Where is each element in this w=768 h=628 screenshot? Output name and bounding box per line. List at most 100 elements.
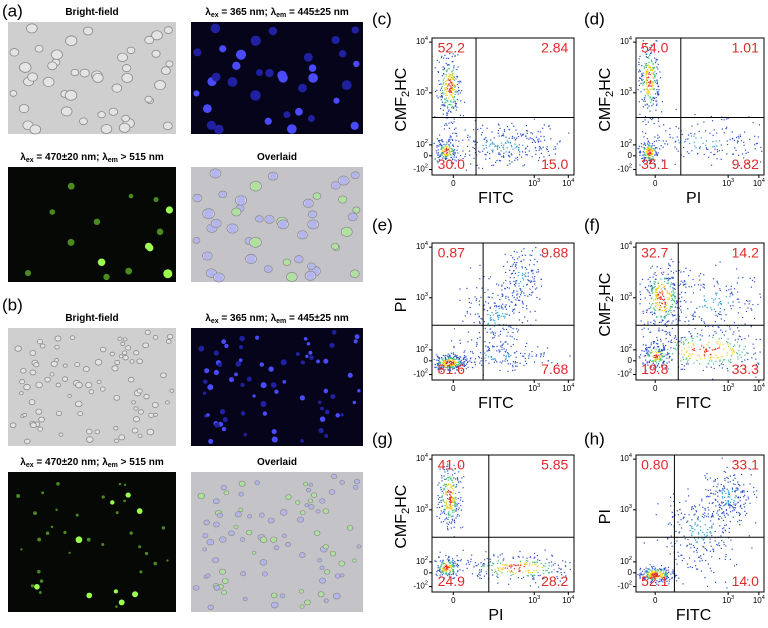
event-dot bbox=[468, 298, 470, 300]
event-dot bbox=[451, 511, 454, 513]
event-dot bbox=[503, 265, 505, 268]
event-dot bbox=[733, 331, 735, 333]
event-dot bbox=[749, 277, 751, 279]
event-dot bbox=[655, 352, 657, 354]
event-dot bbox=[442, 113, 444, 115]
event-dot bbox=[493, 305, 496, 307]
event-dot bbox=[557, 564, 559, 566]
event-dot bbox=[651, 72, 653, 74]
cell-tint bbox=[308, 499, 313, 503]
event-dot bbox=[444, 358, 447, 360]
event-dot bbox=[751, 357, 753, 359]
event-dot bbox=[441, 512, 443, 514]
event-dot bbox=[747, 307, 749, 309]
cell-tint bbox=[214, 522, 219, 527]
event-dot bbox=[493, 337, 495, 339]
event-dot bbox=[759, 293, 761, 295]
x-tick-label: 103 bbox=[528, 383, 540, 393]
event-dot bbox=[711, 535, 713, 537]
event-dot bbox=[505, 295, 507, 297]
event-dot bbox=[450, 91, 452, 93]
cell bbox=[133, 406, 139, 411]
event-dot bbox=[646, 148, 648, 151]
y-tick-label: 103 bbox=[416, 504, 428, 514]
event-dot bbox=[449, 151, 451, 153]
event-dot bbox=[452, 364, 455, 366]
event-dot bbox=[498, 307, 500, 310]
event-dot bbox=[650, 349, 653, 351]
event-dot bbox=[647, 290, 649, 292]
event-dot bbox=[660, 579, 662, 581]
event-dot bbox=[704, 325, 707, 328]
event-dot bbox=[703, 153, 705, 156]
event-dot bbox=[503, 324, 505, 326]
event-dot bbox=[672, 515, 674, 518]
event-dot bbox=[713, 480, 715, 482]
panel-label: (a) bbox=[2, 1, 23, 20]
cell-tint bbox=[342, 227, 352, 237]
event-dot bbox=[646, 73, 648, 75]
event-dot bbox=[674, 336, 677, 338]
event-dot bbox=[725, 285, 727, 287]
event-dot bbox=[678, 577, 680, 579]
event-dot bbox=[493, 143, 495, 145]
event-dot bbox=[503, 156, 505, 158]
event-dot bbox=[714, 581, 717, 583]
event-dot bbox=[552, 564, 554, 566]
event-dot bbox=[450, 483, 452, 486]
event-dot bbox=[480, 317, 482, 320]
event-dot bbox=[437, 152, 440, 154]
event-dot bbox=[655, 570, 657, 572]
event-dot bbox=[451, 479, 453, 481]
event-dot bbox=[437, 156, 439, 159]
event-dot bbox=[452, 145, 455, 147]
event-dot bbox=[719, 300, 721, 303]
event-dot bbox=[513, 125, 515, 127]
cell bbox=[108, 107, 119, 116]
text-part: 10 bbox=[416, 345, 425, 354]
event-dot bbox=[656, 339, 659, 341]
event-dot bbox=[697, 537, 700, 539]
event-dot bbox=[548, 125, 550, 127]
event-dot bbox=[683, 342, 685, 344]
event-dot bbox=[466, 312, 468, 314]
event-dot bbox=[683, 557, 685, 560]
event-dot bbox=[460, 481, 462, 483]
event-dot bbox=[651, 286, 653, 288]
event-dot bbox=[678, 284, 680, 287]
event-dot bbox=[728, 345, 730, 347]
event-dot bbox=[512, 148, 514, 150]
event-dot bbox=[649, 117, 651, 119]
event-dot bbox=[446, 364, 448, 366]
event-dot bbox=[456, 106, 458, 108]
event-dot bbox=[716, 280, 718, 282]
event-dot bbox=[656, 296, 658, 298]
event-dot bbox=[509, 325, 512, 327]
event-dot bbox=[642, 106, 645, 108]
event-dot bbox=[647, 149, 650, 151]
event-dot bbox=[531, 270, 533, 272]
event-dot bbox=[510, 571, 512, 573]
event-dot bbox=[730, 291, 733, 293]
event-dot bbox=[718, 558, 721, 560]
event-dot bbox=[654, 572, 656, 574]
event-dot bbox=[744, 354, 746, 356]
cell-tint bbox=[222, 578, 228, 584]
event-dot bbox=[452, 504, 454, 507]
event-dot bbox=[520, 281, 522, 283]
event-dot bbox=[753, 277, 756, 279]
event-dot bbox=[644, 144, 647, 146]
event-dot bbox=[664, 277, 666, 279]
event-dot bbox=[683, 283, 686, 286]
event-dot bbox=[639, 291, 641, 293]
event-dot bbox=[657, 346, 659, 348]
event-dot bbox=[519, 352, 522, 354]
event-dot bbox=[664, 366, 666, 369]
event-dot bbox=[455, 91, 457, 93]
event-dot bbox=[452, 53, 454, 55]
event-dot bbox=[729, 139, 731, 141]
event-dot bbox=[728, 503, 730, 505]
event-dot bbox=[733, 503, 735, 505]
event-dot bbox=[727, 493, 730, 495]
